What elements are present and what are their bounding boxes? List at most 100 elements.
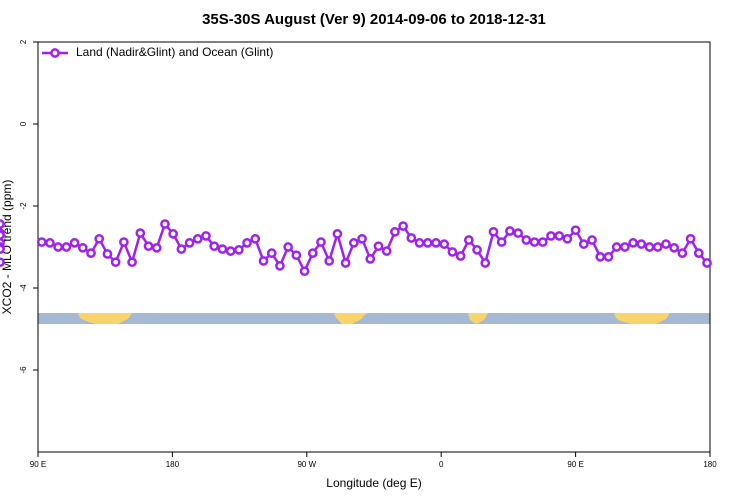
point (398, 221, 408, 231)
point (143, 241, 154, 252)
point (176, 244, 187, 254)
y-tick-label: 2 (19, 39, 28, 44)
x-tick-label: 0 (439, 460, 444, 469)
point (0, 257, 5, 268)
point (357, 233, 367, 244)
point (340, 258, 351, 268)
x-axis-label: Longitude (deg E) (326, 476, 421, 490)
point (127, 257, 137, 268)
point (316, 237, 326, 247)
point (217, 244, 228, 254)
point (151, 242, 162, 253)
point (373, 241, 384, 252)
point (620, 242, 630, 252)
point (77, 242, 88, 253)
point (546, 231, 556, 241)
point (406, 233, 417, 243)
point (644, 242, 655, 252)
x-tick-label: 180 (703, 460, 717, 469)
point (365, 254, 376, 264)
point (463, 235, 474, 245)
point (69, 238, 80, 248)
point (595, 251, 606, 262)
point (521, 235, 532, 245)
point (291, 250, 302, 261)
point (86, 248, 96, 258)
point (94, 233, 105, 244)
point (160, 219, 170, 229)
point (266, 248, 277, 258)
point (677, 248, 688, 258)
y-tick-label: -4 (19, 284, 28, 292)
point (455, 251, 466, 261)
point (685, 233, 696, 244)
point (611, 242, 622, 252)
point (578, 239, 589, 249)
point (324, 256, 335, 266)
point (431, 238, 441, 248)
point (628, 238, 638, 248)
point (275, 261, 285, 271)
point (192, 233, 203, 244)
point (225, 246, 236, 256)
point (234, 245, 244, 255)
y-tick-label: -6 (19, 366, 28, 374)
point (439, 239, 450, 249)
point (554, 231, 565, 241)
point (110, 257, 121, 268)
point (422, 238, 433, 248)
point (0, 244, 5, 254)
point (480, 258, 491, 268)
point (447, 247, 458, 257)
point (390, 226, 400, 237)
point (53, 242, 64, 252)
point (0, 219, 5, 229)
point (102, 249, 113, 259)
y-axis-label: XCO2 - MLO trend (ppm) (0, 180, 14, 315)
point (168, 229, 178, 239)
point (661, 239, 671, 249)
point (61, 242, 72, 252)
point (414, 238, 425, 248)
point (184, 238, 195, 248)
point (603, 251, 614, 262)
point (36, 237, 47, 247)
point (242, 238, 252, 248)
point (537, 237, 548, 247)
point (472, 245, 482, 255)
x-tick-label: 90 W (297, 460, 316, 469)
point (636, 239, 647, 249)
point (488, 226, 499, 237)
point (513, 228, 523, 238)
map-strip (38, 313, 710, 324)
point (587, 235, 597, 245)
point (505, 226, 515, 236)
point (693, 248, 704, 258)
legend-label: Land (Nadir&Glint) and Ocean (Glint) (76, 45, 273, 59)
plot-frame (37, 41, 711, 453)
y-tick-label: 0 (19, 121, 28, 126)
point (209, 241, 220, 252)
point (0, 230, 5, 240)
point (652, 242, 663, 252)
y-tick-label: -2 (19, 202, 28, 210)
point (348, 238, 359, 248)
point (529, 237, 540, 247)
x-tick-label: 180 (166, 460, 180, 469)
point (562, 233, 573, 244)
point (332, 229, 343, 239)
point (299, 266, 310, 277)
chart-title: 35S-30S August (Ver 9) 2014-09-06 to 201… (202, 11, 546, 28)
point (381, 246, 392, 256)
point (135, 228, 146, 238)
point (119, 237, 129, 247)
legend-marker (50, 48, 60, 58)
point (307, 248, 318, 258)
point (283, 242, 293, 252)
point (570, 225, 581, 236)
x-tick-label: 90 E (567, 460, 583, 469)
point (258, 256, 269, 266)
point (250, 233, 261, 244)
point (496, 237, 507, 247)
